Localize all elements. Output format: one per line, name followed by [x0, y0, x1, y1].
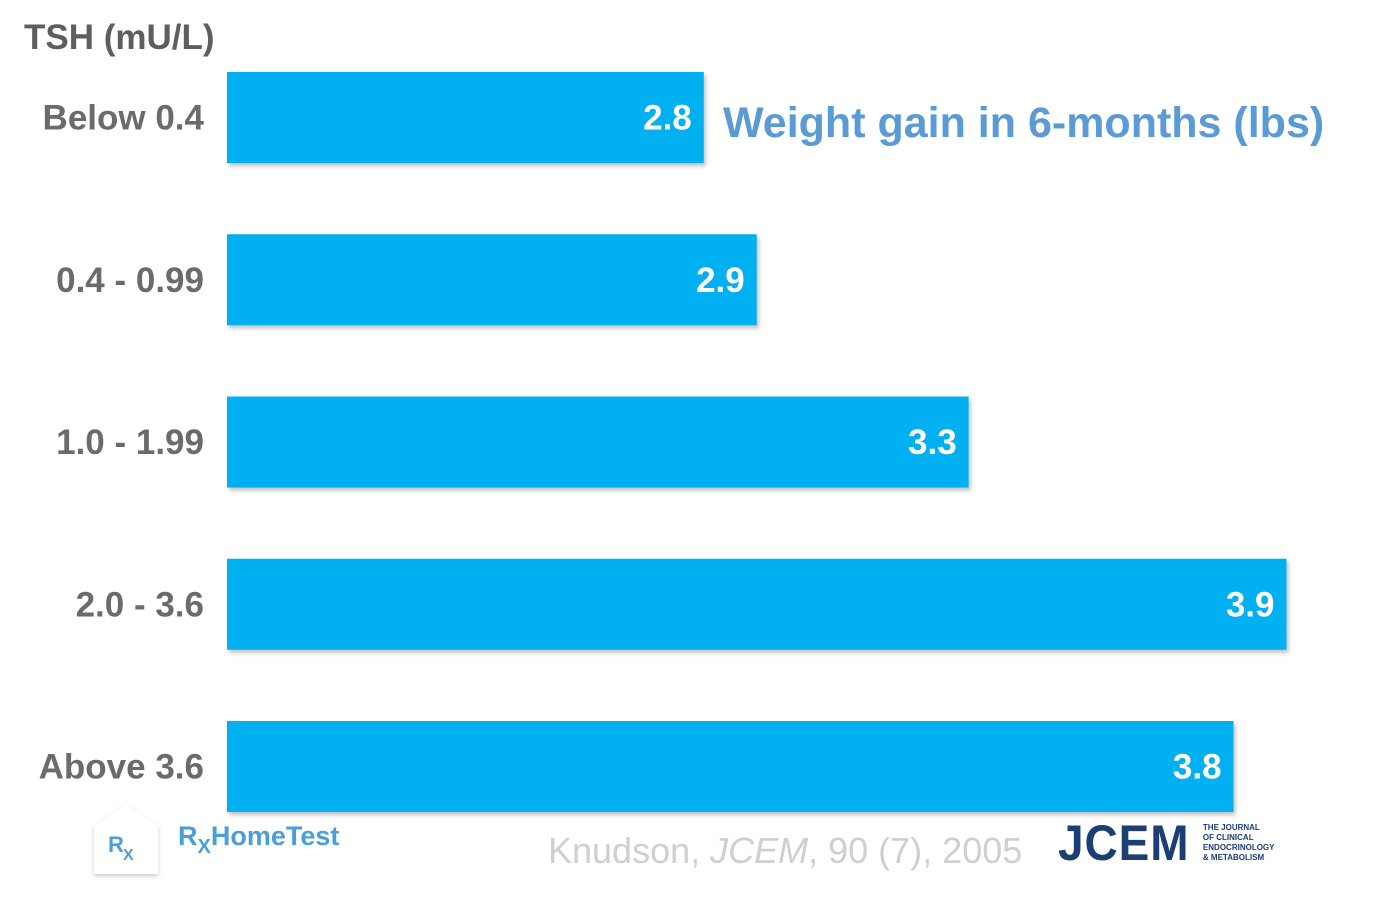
bar-value-label-0: 2.8 [643, 99, 692, 138]
bar-4 [227, 721, 1234, 812]
rx-text-x: X [197, 836, 211, 858]
house-icon: R X [88, 800, 164, 880]
bar-value-label-4: 3.8 [1173, 748, 1222, 787]
rx-brand-text: RXHomeTest [178, 821, 339, 859]
y-axis-title: TSH (mU/L) [24, 18, 215, 57]
citation: Knudson, JCEM, 90 (7), 2005 [548, 830, 1022, 872]
bar-1 [227, 234, 757, 326]
jcem-line-4: & METABOLISM [1202, 853, 1265, 862]
legend-title: Weight gain in 6-months (lbs) [723, 99, 1324, 147]
bar-2 [227, 396, 969, 488]
citation-rest: , 90 (7), 2005 [808, 830, 1023, 871]
jcem-subtitle: THE JOURNAL OF CLINICAL ENDOCRINOLOGY & … [1203, 823, 1275, 863]
rx-badge-x: X [123, 847, 134, 864]
category-label-1: 0.4 - 0.99 [56, 261, 204, 300]
rx-text-r: R [178, 821, 198, 851]
jcem-mark: JCEM [1058, 815, 1190, 871]
bars-group: 2.8 Below 0.4 2.9 0.4 - 0.99 3.3 1.0 - 1.99 3.… [39, 72, 1287, 812]
jcem-line-1: THE JOURNAL [1202, 823, 1260, 832]
category-label-2: 1.0 - 1.99 [56, 423, 204, 462]
category-label-0: Below 0.4 [43, 99, 205, 138]
rx-text-hometest: HomeTest [210, 821, 340, 851]
citation-author: Knudson, [548, 830, 711, 871]
category-label-3: 2.0 - 3.6 [76, 585, 204, 624]
bar-value-label-3: 3.9 [1226, 585, 1275, 624]
bar-value-label-1: 2.9 [696, 261, 745, 300]
bar-3 [227, 558, 1287, 650]
bar-0 [227, 72, 704, 163]
jcem-logo: JCEM THE JOURNAL OF CLINICAL ENDOCRINOLO… [1058, 818, 1274, 868]
bar-value-label-2: 3.3 [908, 423, 957, 462]
rx-hometest-logo: R X RXHomeTest [88, 800, 339, 880]
citation-journal: JCEM [710, 830, 809, 871]
jcem-line-2: OF CLINICAL [1202, 833, 1254, 842]
rx-badge-r: R [108, 832, 124, 857]
jcem-line-3: ENDOCRINOLOGY [1202, 843, 1275, 852]
category-label-4: Above 3.6 [39, 748, 204, 787]
